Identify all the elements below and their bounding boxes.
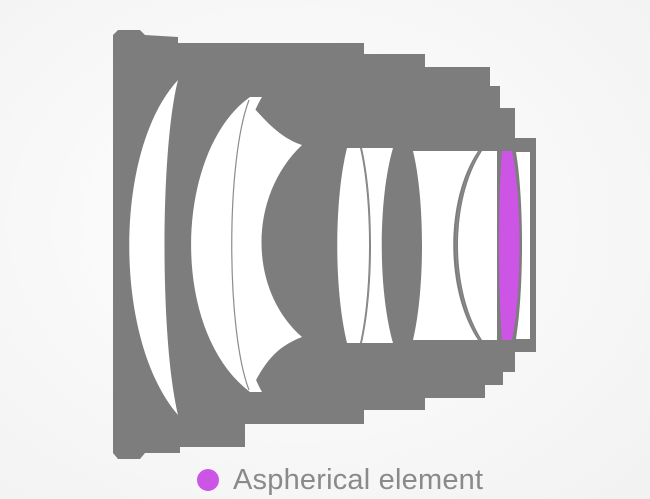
lens-edge-rear-doublet (455, 150, 481, 341)
lens-element-front-meniscus (129, 80, 178, 415)
lens-element-aspherical (499, 151, 520, 340)
lens-edge-middle (360, 147, 371, 344)
legend: Aspherical element (197, 463, 483, 497)
lens-element-rear-doublet-rear (458, 151, 497, 340)
rear-window (516, 152, 530, 339)
lens-element-second-group-rear (231, 106, 302, 388)
lens-element-second-group-front (191, 97, 262, 392)
lens-element-middle-front (337, 148, 369, 343)
lens-edge-second-group (231, 99, 250, 391)
lens-element-middle-rear (362, 148, 393, 343)
legend-label: Aspherical element (233, 463, 484, 496)
lens-element-rear-doublet-front (413, 151, 478, 340)
aspherical-legend-swatch (197, 469, 219, 491)
